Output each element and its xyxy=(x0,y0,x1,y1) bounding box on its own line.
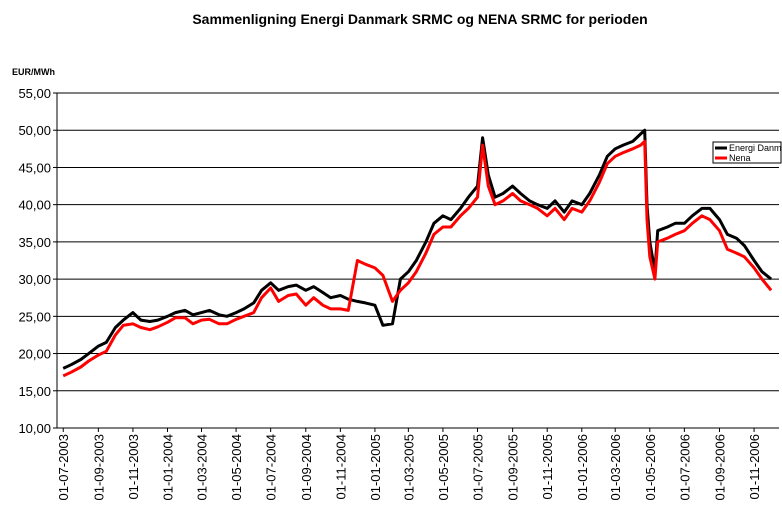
x-tick-label: 01-11-2006 xyxy=(747,434,762,500)
x-tick-label: 01-01-2005 xyxy=(368,434,383,501)
x-tick-label: 01-03-2006 xyxy=(608,434,623,501)
x-tick-label: 01-09-2003 xyxy=(91,434,106,501)
y-tick-label: 15,00 xyxy=(18,384,51,399)
x-tick-label: 01-03-2005 xyxy=(401,434,416,501)
x-tick-label: 01-01-2006 xyxy=(575,434,590,501)
x-tick-label: 01-01-2004 xyxy=(161,434,176,501)
y-tick-label: 20,00 xyxy=(18,347,51,362)
y-tick-label: 45,00 xyxy=(18,160,51,175)
x-tick-label: 01-09-2005 xyxy=(506,434,521,501)
x-tick-label: 01-05-2006 xyxy=(643,434,658,501)
x-tick-label: 01-07-2005 xyxy=(471,434,486,501)
y-axis-label: EUR/MWh xyxy=(12,67,55,77)
chart-title: Sammenligning Energi Danmark SRMC og NEN… xyxy=(192,11,647,27)
x-tick-label: 01-07-2003 xyxy=(56,434,71,501)
series-line xyxy=(62,139,773,378)
x-tick-label: 01-03-2004 xyxy=(195,434,210,501)
x-tick-label: 01-09-2004 xyxy=(299,434,314,501)
x-tick-label: 01-05-2005 xyxy=(436,434,451,501)
legend-label: Nena xyxy=(729,153,751,163)
y-tick-label: 10,00 xyxy=(18,421,51,436)
x-tick-label: 01-11-2005 xyxy=(540,434,555,500)
series-line xyxy=(62,128,773,370)
legend-label: Energi Danmark xyxy=(729,143,782,153)
x-tick-label: 01-05-2004 xyxy=(229,434,244,501)
y-tick-label: 30,00 xyxy=(18,272,51,287)
y-tick-label: 40,00 xyxy=(18,198,51,213)
y-tick-label: 25,00 xyxy=(18,309,51,324)
x-tick-label: 01-11-2004 xyxy=(333,434,348,500)
y-tick-label: 35,00 xyxy=(18,235,51,250)
x-tick-label: 01-11-2003 xyxy=(126,434,141,500)
legend-box xyxy=(712,141,782,164)
y-tick-label: 50,00 xyxy=(18,123,51,138)
y-tick-label: 55,00 xyxy=(18,86,51,101)
x-tick-label: 01-09-2006 xyxy=(712,434,727,501)
x-tick-label: 01-07-2006 xyxy=(677,434,692,501)
x-tick-label: 01-07-2004 xyxy=(264,434,279,501)
